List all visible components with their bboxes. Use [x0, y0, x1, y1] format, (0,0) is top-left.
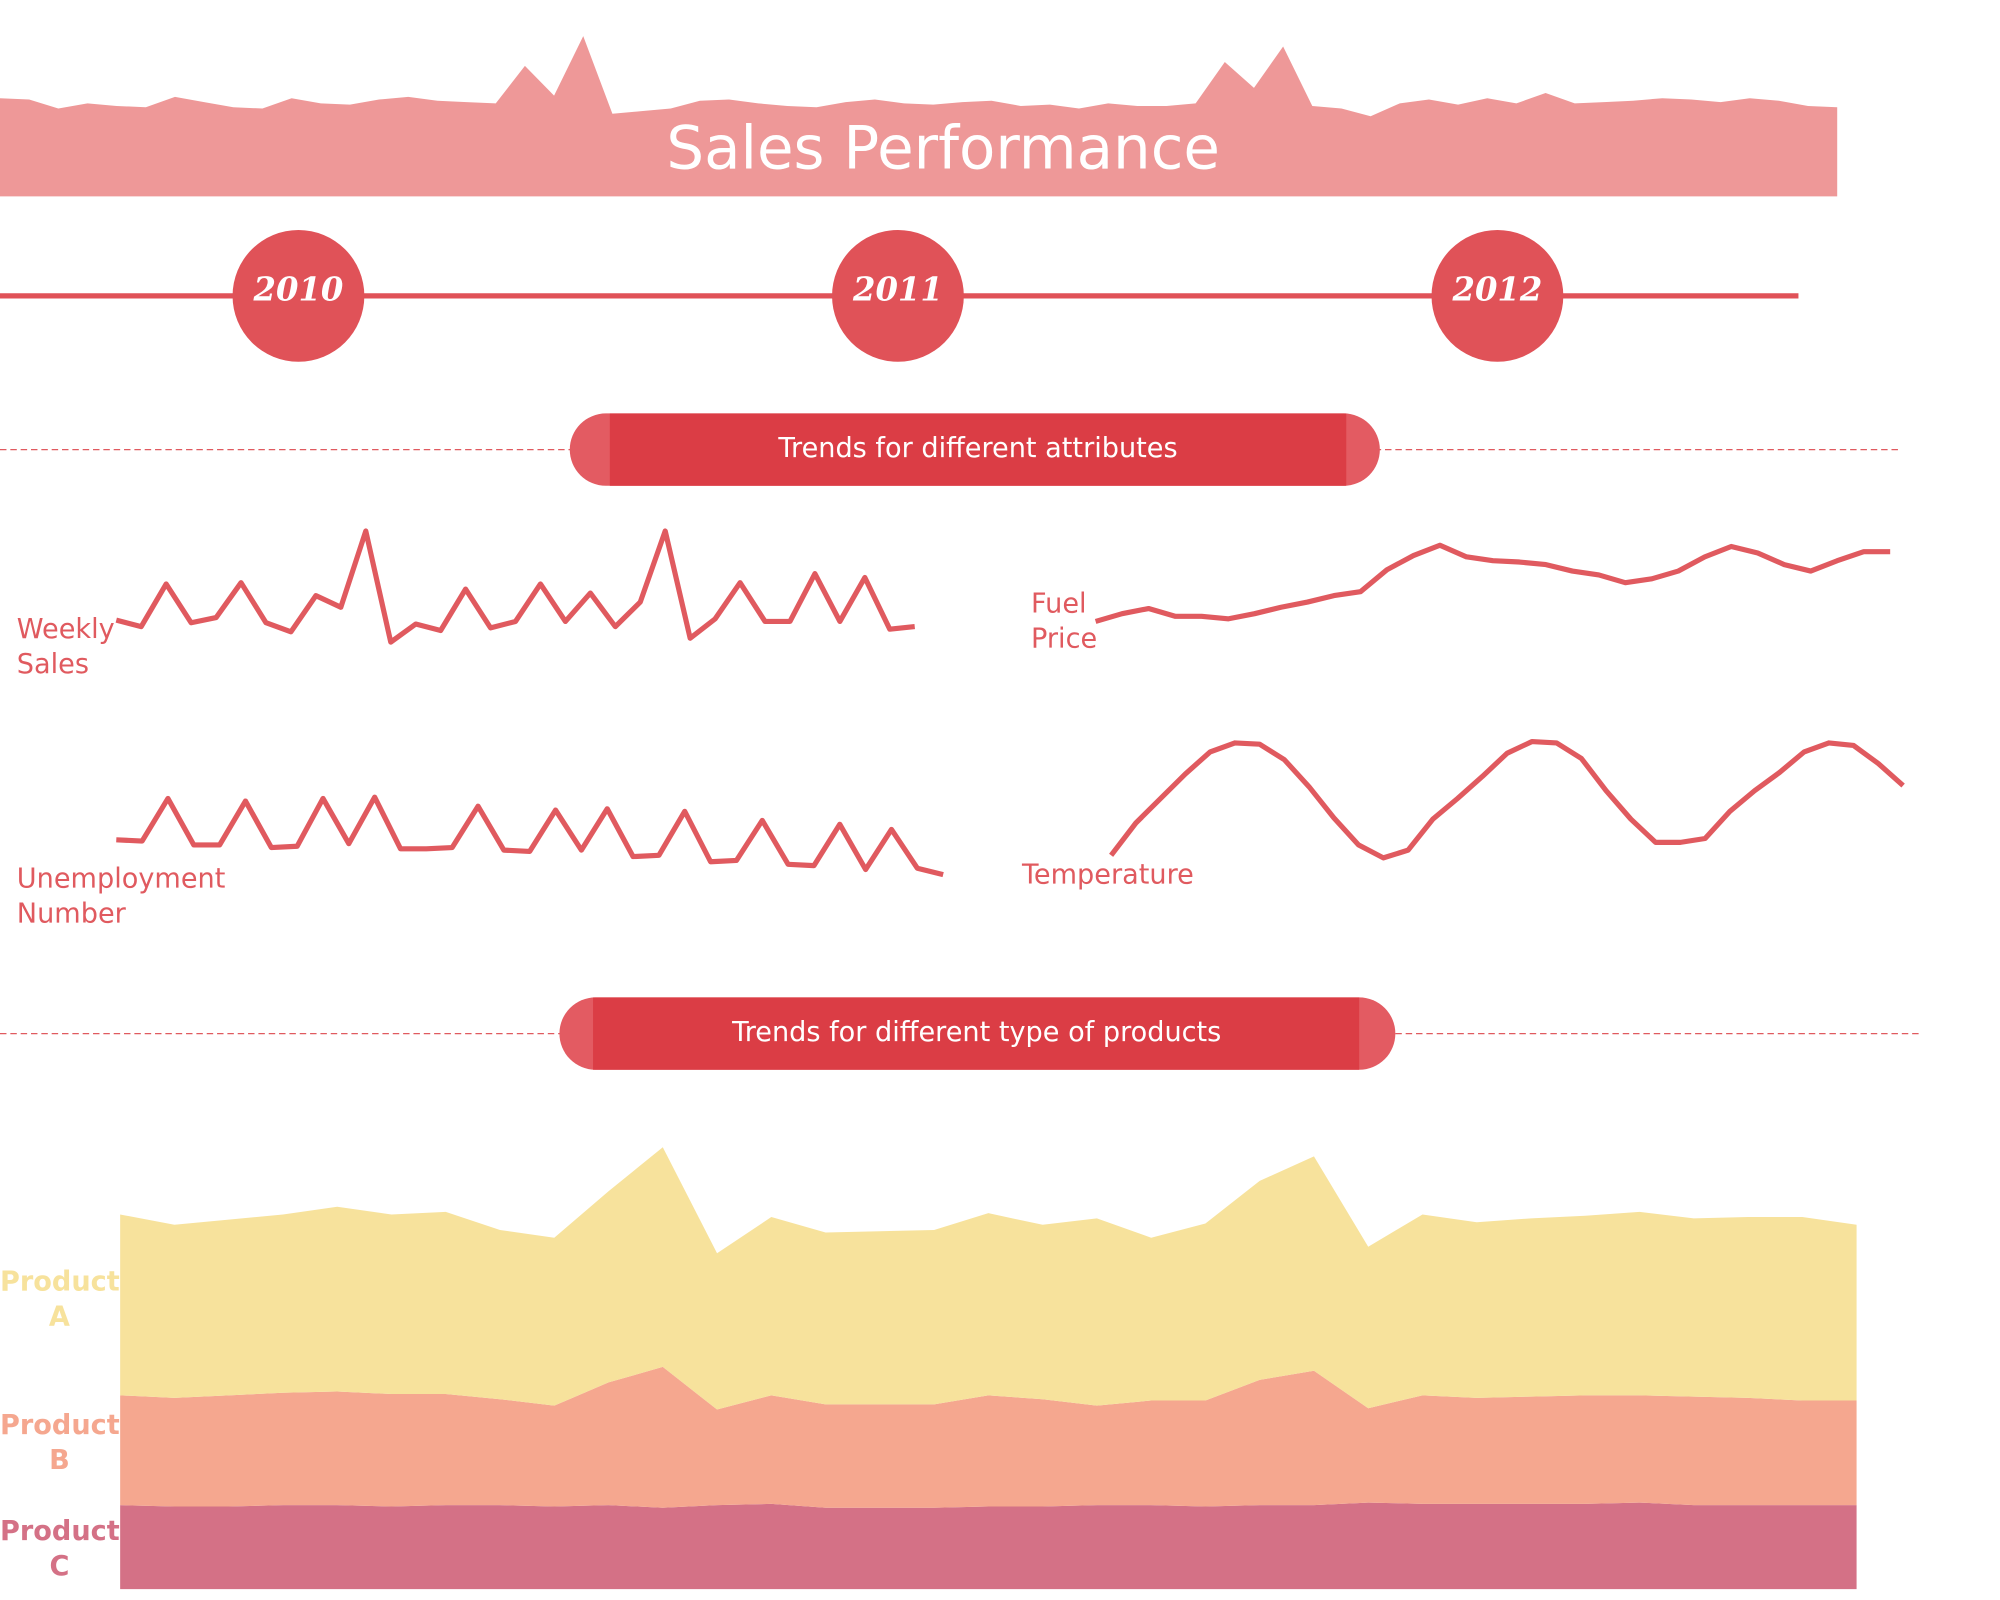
header	[0, 36, 1838, 197]
title: Sales Performance	[666, 115, 1220, 184]
stack-area	[120, 1147, 1857, 1410]
section-title: Trends for different attributes	[777, 433, 1177, 464]
product-label: Product A	[0, 1266, 120, 1333]
stack-area	[120, 1366, 1857, 1508]
stack-area	[120, 1502, 1857, 1590]
sparkline	[115, 528, 915, 645]
product-label: Product B	[0, 1409, 120, 1476]
year: 2011	[852, 270, 943, 308]
section-title: Trends for different type of products	[731, 1017, 1221, 1048]
year-circle	[232, 229, 365, 362]
section-band	[593, 997, 1360, 1070]
section-band	[609, 413, 1347, 486]
sparkline	[1109, 739, 1905, 861]
sparkline-label: Temperature	[1021, 859, 1194, 891]
sparkline-label: Unemployment Number	[16, 863, 226, 929]
sparkline-label: Fuel Price	[1031, 587, 1098, 654]
year-circle	[832, 229, 964, 362]
year: 2012	[1451, 270, 1542, 308]
sparkline-label: Weekly Sales	[16, 613, 115, 680]
year: 2010	[253, 270, 344, 308]
header-area	[0, 36, 1838, 197]
year-circle	[1431, 229, 1564, 362]
product-label: Product C	[0, 1515, 120, 1582]
sparkline	[1094, 542, 1891, 624]
sparkline	[116, 794, 944, 878]
